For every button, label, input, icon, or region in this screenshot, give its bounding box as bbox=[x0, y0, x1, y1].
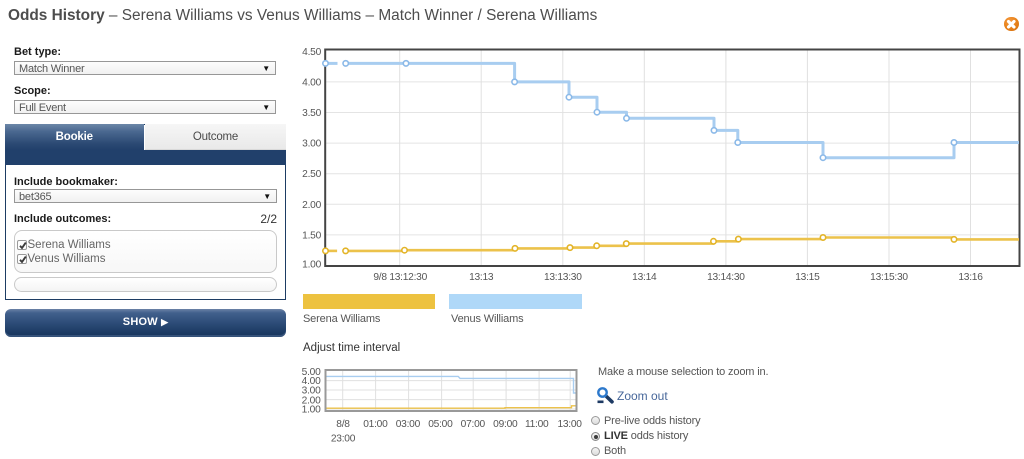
svg-text:5.00: 5.00 bbox=[302, 367, 321, 378]
svg-text:4.00: 4.00 bbox=[302, 77, 321, 88]
svg-text:13:16: 13:16 bbox=[958, 272, 983, 283]
svg-text:3.50: 3.50 bbox=[302, 108, 321, 119]
svg-text:13:14: 13:14 bbox=[632, 272, 657, 283]
svg-text:13:00: 13:00 bbox=[557, 419, 582, 430]
svg-text:11:00: 11:00 bbox=[525, 419, 549, 430]
svg-text:4.50: 4.50 bbox=[302, 47, 321, 58]
svg-text:8/8: 8/8 bbox=[336, 419, 350, 430]
svg-text:1.00: 1.00 bbox=[302, 259, 321, 270]
svg-text:3.00: 3.00 bbox=[302, 139, 321, 150]
svg-text:2.00: 2.00 bbox=[302, 395, 321, 406]
svg-text:09:00: 09:00 bbox=[493, 419, 518, 430]
svg-text:2.50: 2.50 bbox=[302, 169, 321, 180]
svg-text:13:15: 13:15 bbox=[795, 272, 820, 283]
svg-text:13:13: 13:13 bbox=[469, 272, 494, 283]
svg-text:4.00: 4.00 bbox=[302, 376, 321, 387]
svg-text:9/8 13:12:30: 9/8 13:12:30 bbox=[373, 272, 427, 283]
svg-text:03:00: 03:00 bbox=[396, 419, 421, 430]
svg-text:1.00: 1.00 bbox=[302, 405, 321, 416]
svg-text:23:00: 23:00 bbox=[331, 434, 356, 445]
svg-text:1.50: 1.50 bbox=[302, 230, 321, 241]
svg-text:01:00: 01:00 bbox=[363, 419, 388, 430]
svg-text:13:13:30: 13:13:30 bbox=[544, 272, 582, 283]
svg-text:05:00: 05:00 bbox=[428, 419, 453, 430]
svg-text:2.00: 2.00 bbox=[302, 200, 321, 211]
svg-text:07:00: 07:00 bbox=[461, 419, 486, 430]
svg-text:13:14:30: 13:14:30 bbox=[707, 272, 745, 283]
svg-text:13:15:30: 13:15:30 bbox=[870, 272, 908, 283]
svg-text:3.00: 3.00 bbox=[302, 386, 321, 397]
